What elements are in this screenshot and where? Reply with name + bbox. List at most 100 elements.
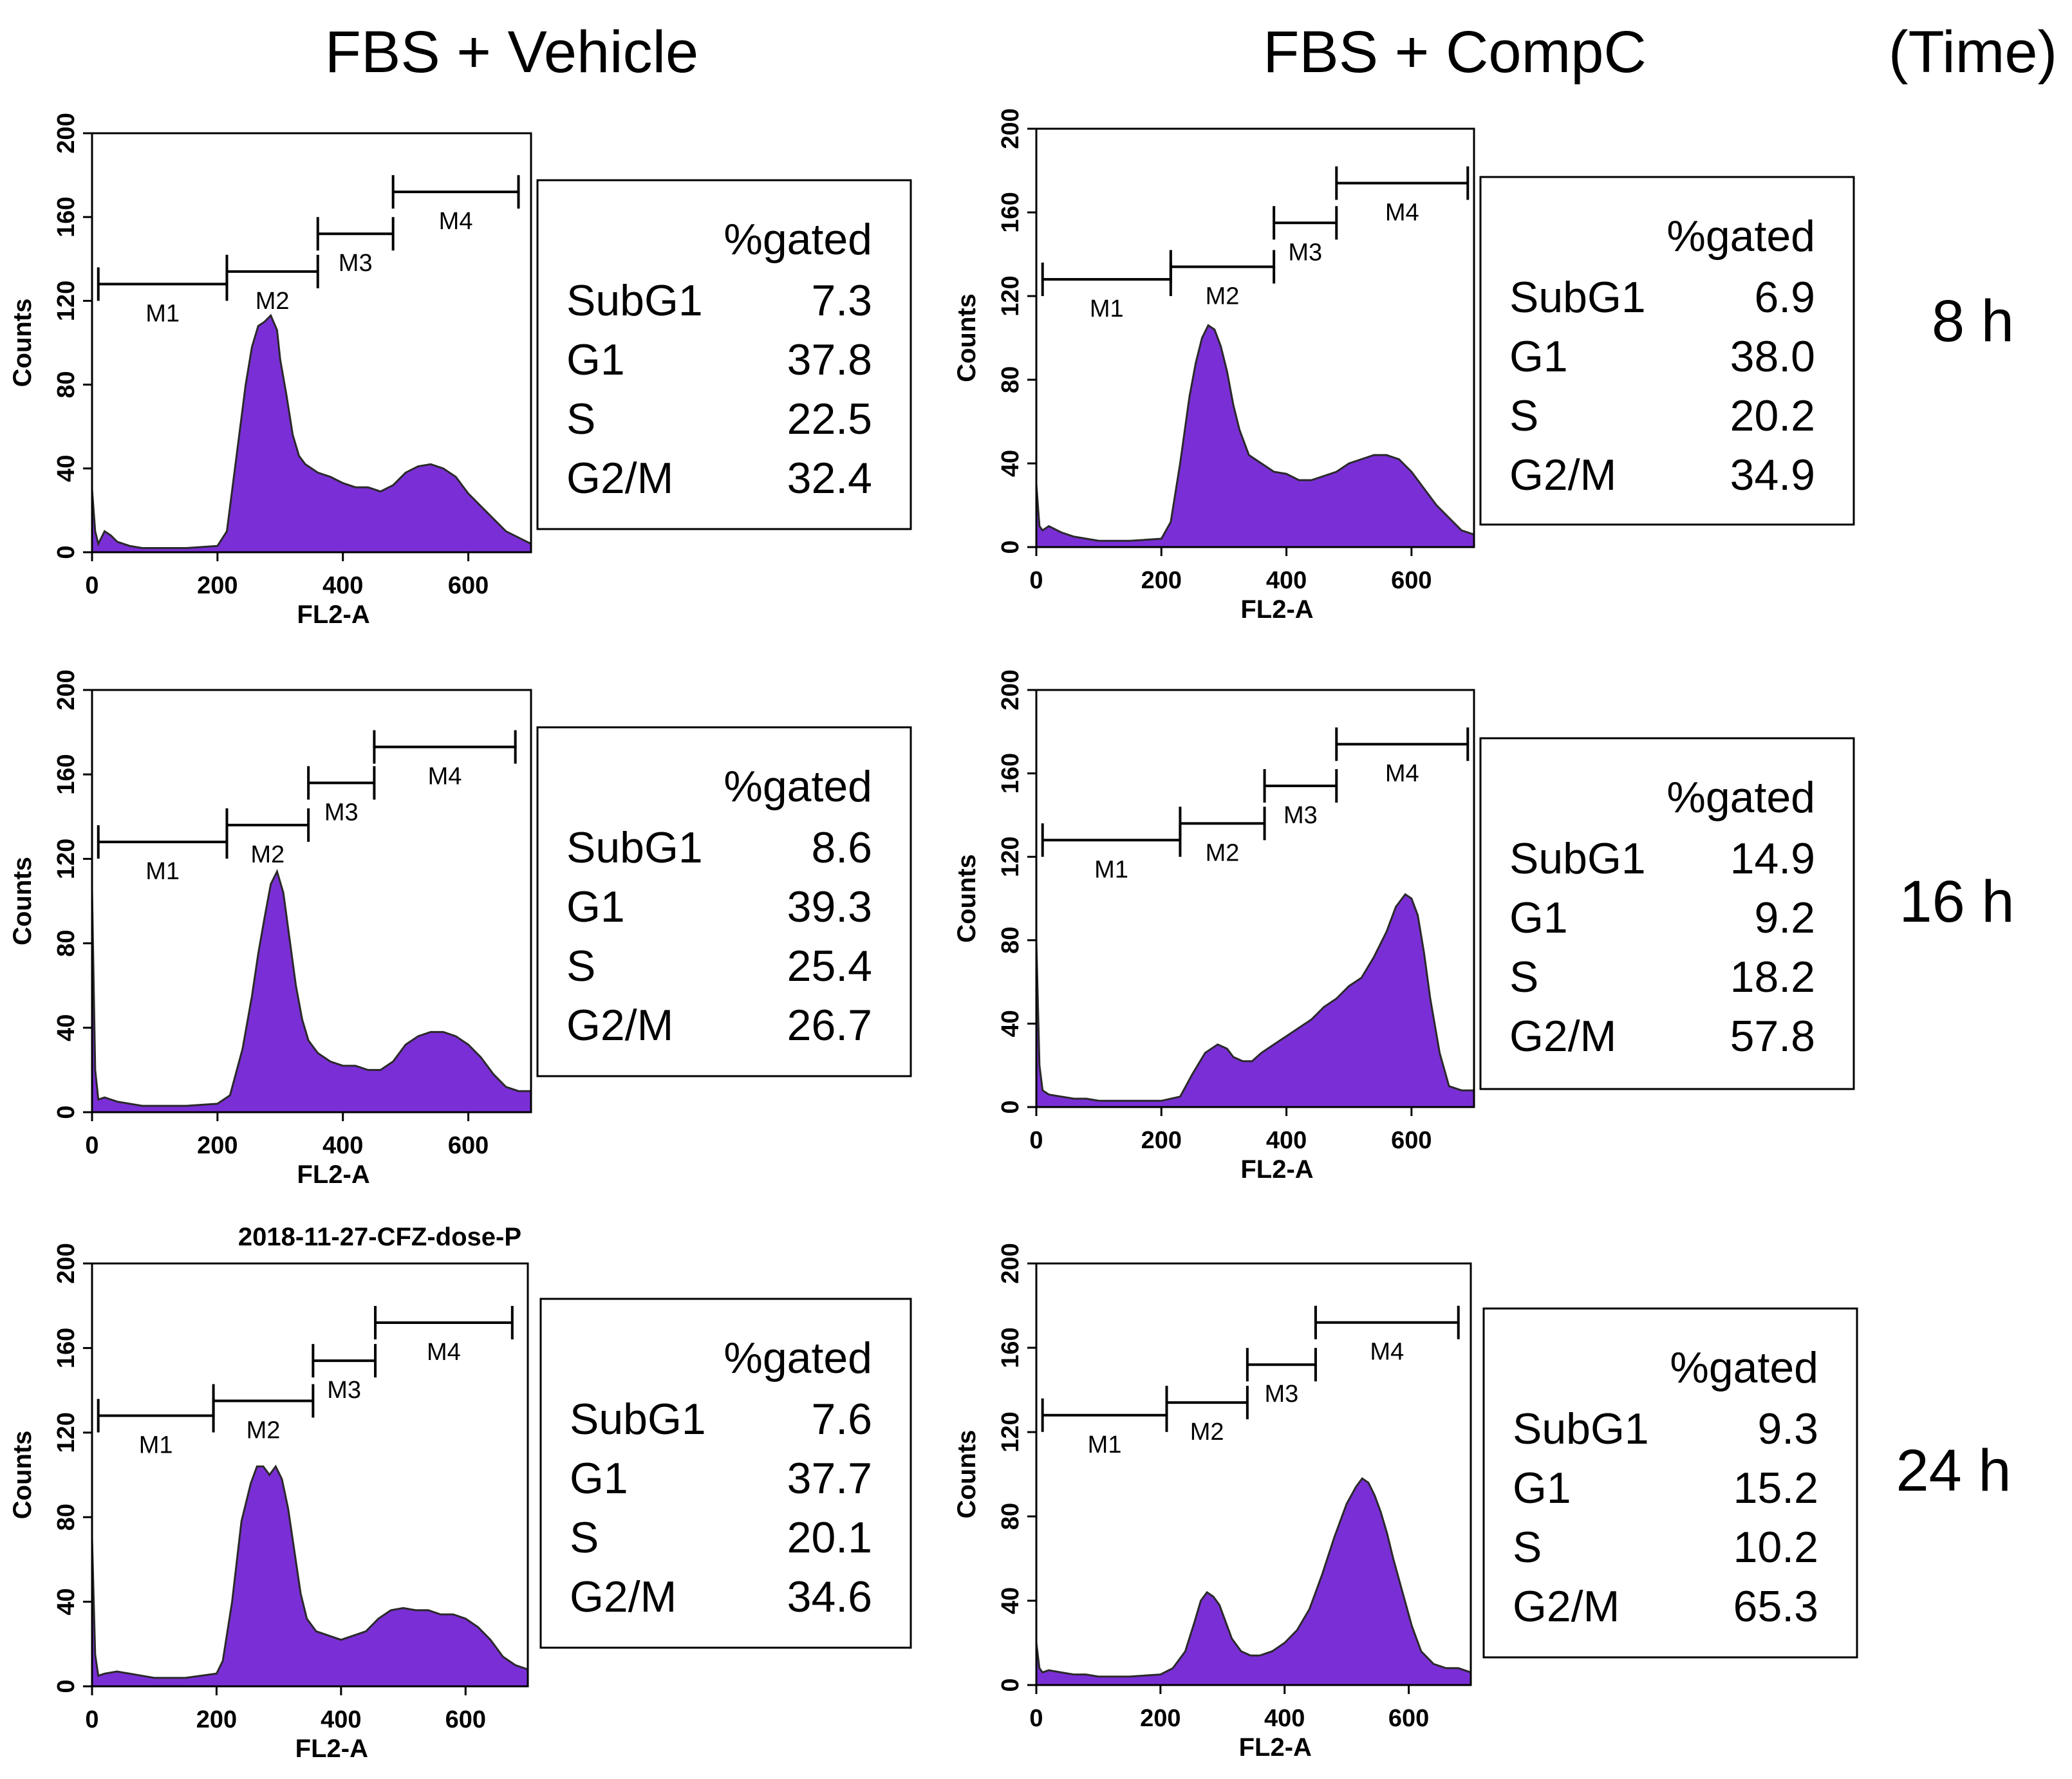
gate-marker-m3: M3 (1263, 769, 1338, 829)
plot-frame (91, 689, 532, 1113)
y-axis-label: Counts (953, 1430, 981, 1519)
gate-label: M2 (1190, 1419, 1224, 1446)
gate-label: M3 (1288, 239, 1322, 266)
stats-row-value: 22.5 (787, 395, 872, 443)
x-tick-label: 200 (197, 1132, 238, 1159)
stats-row-value: 37.7 (787, 1454, 872, 1503)
y-axis-label: Counts (8, 1431, 37, 1520)
stats-row-value: 14.9 (1730, 834, 1815, 883)
gate-label: M1 (139, 1432, 173, 1459)
stats-row-label: G1 (1509, 893, 1568, 942)
gate-label: M2 (1206, 283, 1240, 310)
y-tick-label: 160 (53, 1328, 80, 1368)
histogram-panel-1: 0 200 400 600 0 40 80 120 160 200 FL2-A Counts M1 M2 M… (8, 113, 912, 629)
histogram-area (1035, 893, 1475, 1108)
x-tick-label: 400 (1266, 1127, 1307, 1154)
x-tick-label: 0 (1029, 1705, 1043, 1732)
gate-marker-m1: M1 (1041, 823, 1182, 883)
row-label-24h: 24 h (1896, 1438, 2011, 1504)
y-tick-label: 200 (997, 108, 1024, 149)
gate-marker-m2: M2 (1165, 1386, 1249, 1446)
gate-marker-m4: M4 (1314, 1305, 1460, 1366)
gate-label: M2 (1206, 839, 1240, 866)
stats-row-label: S (1513, 1523, 1542, 1572)
x-tick-label: 200 (1141, 567, 1182, 594)
y-tick-label: 200 (53, 1243, 80, 1283)
stats-row-value: 18.2 (1730, 953, 1815, 1001)
y-tick-label: 200 (53, 113, 80, 153)
header-fbs-vehicle: FBS + Vehicle (325, 19, 698, 85)
y-tick-label: 160 (53, 196, 80, 237)
gate-marker-m3: M3 (1273, 206, 1338, 266)
stats-row-label: SubG1 (1509, 273, 1646, 322)
gate-marker-m2: M2 (225, 254, 319, 315)
y-tick-label: 160 (997, 1327, 1024, 1368)
stats-row-value: 7.6 (811, 1395, 872, 1444)
stats-row-value: 9.3 (1757, 1404, 1818, 1453)
stats-row-label: SubG1 (1513, 1404, 1649, 1453)
stats-table-header: %gated (1666, 212, 1815, 261)
histogram-panel-3: 0 200 400 600 0 40 80 120 160 200 FL2-A Counts M1 M2 M… (8, 669, 912, 1189)
stats-table-frame (1479, 737, 1855, 1090)
gate-marker-m4: M4 (373, 730, 517, 790)
x-axis-label: FL2-A (1239, 1733, 1312, 1762)
stats-row-label: SubG1 (1509, 834, 1646, 883)
y-axis-label: Counts (8, 857, 37, 945)
x-tick-label: 200 (1141, 1127, 1182, 1154)
histogram-panel-6: 0 200 400 600 0 40 80 120 160 200 FL2-A Counts M1 M2 M… (953, 1243, 1858, 1762)
gate-marker-m2: M2 (1169, 250, 1276, 310)
x-axis-label: FL2-A (1240, 1155, 1313, 1184)
gate-label: M2 (256, 288, 290, 315)
stats-table-header: %gated (723, 762, 872, 811)
stats-row-label: G2/M (1509, 451, 1616, 499)
stats-row-label: S (1509, 391, 1538, 440)
y-tick-label: 120 (997, 836, 1024, 877)
histogram-panel-5: 0 200 400 600 0 40 80 120 160 200 FL2-A Counts 2018-… (8, 1223, 912, 1763)
y-axis-label: Counts (953, 854, 981, 943)
stats-row-value: 10.2 (1733, 1523, 1818, 1572)
stats-row-value: 39.3 (787, 882, 872, 931)
x-tick-label: 0 (1029, 1127, 1043, 1154)
stats-row-value: 32.4 (787, 454, 872, 503)
x-tick-label: 600 (448, 572, 489, 599)
stats-row-value: 6.9 (1754, 273, 1815, 322)
y-axis-label: Counts (953, 293, 981, 382)
stats-row-value: 20.2 (1730, 391, 1815, 440)
stats-row-value: 7.3 (811, 276, 872, 325)
stats-row-label: G2/M (566, 454, 673, 503)
gate-label: M1 (145, 300, 180, 327)
stats-row-value: 15.2 (1733, 1464, 1818, 1513)
y-tick-label: 40 (997, 1587, 1024, 1614)
gate-marker-m3: M3 (1246, 1348, 1317, 1408)
stats-table-frame (1479, 176, 1855, 526)
x-tick-label: 400 (322, 572, 363, 599)
stats-row-label: SubG1 (566, 823, 703, 872)
gate-label: M4 (439, 208, 473, 235)
y-axis-label: Counts (8, 299, 37, 387)
panel-file-title: 2018-11-27-CFZ-dose-P (238, 1223, 521, 1251)
y-tick-label: 0 (53, 1679, 80, 1693)
stats-row-value: 9.2 (1754, 893, 1815, 942)
plot-frame (1035, 1262, 1472, 1686)
y-tick-label: 80 (53, 929, 80, 956)
x-tick-label: 600 (445, 1706, 486, 1733)
x-tick-label: 200 (197, 572, 238, 599)
x-tick-label: 600 (1391, 1127, 1432, 1154)
stats-row-label: G2/M (570, 1572, 677, 1621)
gate-label: M1 (145, 858, 180, 885)
gate-label: M4 (1385, 200, 1419, 227)
y-tick-label: 0 (997, 540, 1024, 554)
x-tick-label: 0 (1029, 567, 1043, 594)
stats-row-label: G2/M (1513, 1582, 1619, 1631)
y-tick-label: 120 (997, 1411, 1024, 1452)
gate-label: M3 (324, 799, 359, 826)
x-tick-label: 600 (448, 1132, 489, 1159)
y-tick-label: 160 (997, 192, 1024, 232)
x-tick-label: 200 (196, 1706, 237, 1733)
y-tick-label: 160 (53, 754, 80, 794)
row-label-16h: 16 h (1899, 869, 2014, 935)
gate-marker-m3: M3 (307, 766, 376, 826)
x-axis-label: FL2-A (295, 1735, 368, 1763)
gate-label: M3 (1264, 1381, 1298, 1408)
